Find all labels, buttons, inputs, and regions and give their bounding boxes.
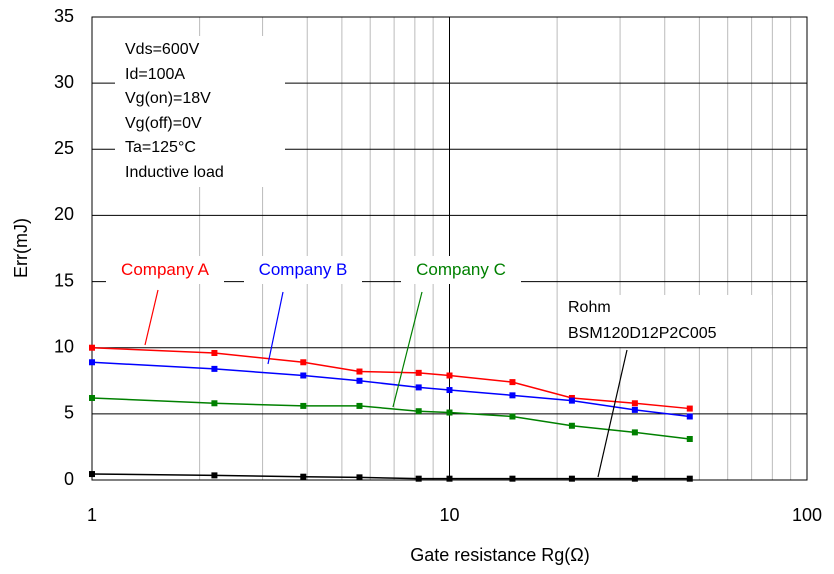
- point-marker: [300, 402, 307, 409]
- point-marker: [568, 397, 575, 404]
- point-marker: [211, 472, 218, 479]
- point-marker: [446, 372, 453, 379]
- legend-label: Company C: [401, 256, 521, 284]
- point-marker: [568, 422, 575, 429]
- conditions-box: Vds=600V Id=100A Vg(on)=18V Vg(off)=0V Ta=12…: [115, 36, 285, 187]
- x-tick-label: 10: [439, 505, 459, 525]
- series-line: [91, 361, 690, 418]
- legend-label: Company B: [244, 256, 362, 284]
- point-marker: [89, 344, 95, 351]
- point-marker: [509, 379, 516, 386]
- y-tick-label: 0: [64, 469, 74, 489]
- point-marker: [415, 408, 422, 415]
- point-marker: [686, 475, 693, 482]
- point-marker: [686, 405, 693, 412]
- point-marker: [631, 475, 638, 482]
- point-marker: [356, 474, 363, 481]
- point-marker: [356, 368, 363, 375]
- point-marker: [686, 435, 693, 442]
- point-marker: [568, 475, 575, 482]
- condition-text: Vg(on)=18V: [125, 90, 211, 107]
- leader-line: [392, 291, 423, 408]
- point-marker: [211, 365, 218, 372]
- point-marker: [446, 387, 453, 394]
- condition-text: Vds=600V: [125, 41, 200, 58]
- series-line: [91, 397, 690, 440]
- point-marker: [211, 400, 218, 407]
- x-tick-label: 100: [792, 505, 822, 525]
- series-line: [91, 473, 690, 480]
- point-marker: [89, 359, 95, 366]
- condition-text: Id=100A: [125, 65, 186, 83]
- point-marker: [509, 475, 516, 482]
- y-tick-label: 30: [54, 72, 74, 92]
- point-marker: [356, 402, 363, 409]
- y-tick-label: 10: [54, 336, 74, 356]
- leader-line: [597, 349, 628, 478]
- point-marker: [631, 406, 638, 413]
- y-tick-label: 20: [54, 204, 74, 224]
- point-marker: [631, 400, 638, 407]
- leader-line: [267, 291, 284, 365]
- point-marker: [89, 471, 95, 478]
- point-marker: [300, 359, 307, 366]
- series-line: [91, 346, 690, 410]
- point-marker: [89, 394, 95, 401]
- condition-text: Vg(off)=0V: [125, 114, 202, 132]
- point-marker: [631, 429, 638, 436]
- condition-text: Ta=125°C: [125, 139, 196, 156]
- condition-text: Inductive load: [125, 163, 224, 181]
- point-marker: [446, 409, 453, 416]
- point-marker: [415, 384, 422, 391]
- point-marker: [415, 475, 422, 482]
- y-tick-label: 35: [54, 6, 74, 26]
- legend-label: Company A: [106, 256, 224, 284]
- point-marker: [509, 413, 516, 420]
- y-axis-label: Err(mJ): [11, 218, 31, 278]
- y-tick-label: 5: [64, 403, 74, 423]
- point-marker: [300, 473, 307, 480]
- x-axis-label: Gate resistance Rg(Ω): [410, 545, 590, 565]
- point-marker: [686, 413, 693, 420]
- point-marker: [509, 392, 516, 399]
- leader-line: [144, 289, 159, 346]
- y-tick-label: 15: [54, 270, 74, 290]
- x-tick-label: 1: [87, 505, 97, 525]
- point-marker: [300, 372, 307, 379]
- legend-label: Rohm BSM120D12P2C005: [564, 295, 772, 347]
- point-marker: [211, 350, 218, 357]
- point-marker: [415, 369, 422, 376]
- y-tick-label: 25: [54, 138, 74, 158]
- point-marker: [446, 475, 453, 482]
- point-marker: [356, 377, 363, 384]
